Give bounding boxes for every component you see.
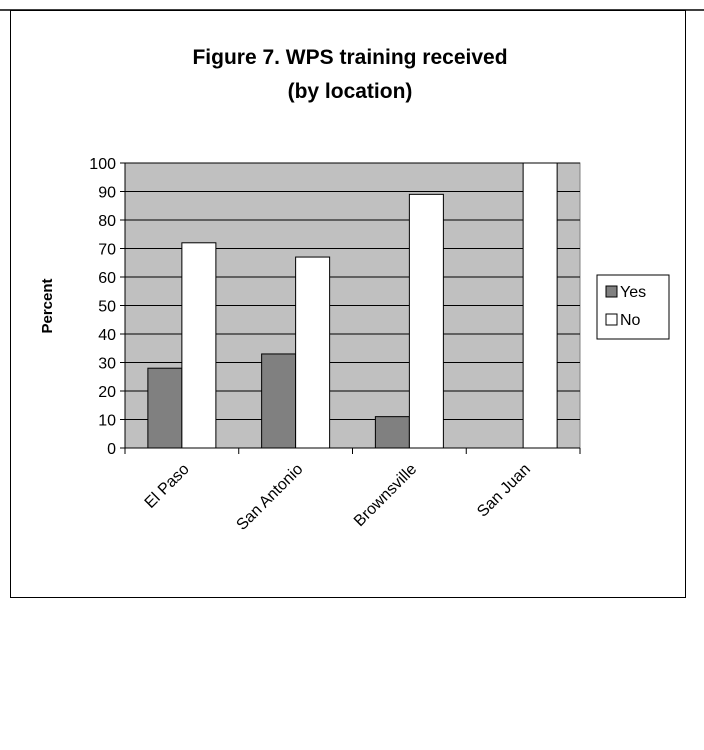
y-tick-label: 70 xyxy=(98,242,116,259)
legend-box xyxy=(596,274,670,340)
bar xyxy=(374,416,410,449)
y-tick-label: 10 xyxy=(98,413,116,430)
x-tick-label: San Juan xyxy=(474,461,534,521)
legend-swatch xyxy=(605,313,618,326)
bar xyxy=(522,162,558,449)
y-tick-label: 20 xyxy=(98,384,116,401)
bar xyxy=(261,353,297,449)
bar xyxy=(147,367,183,449)
y-axis-label: Percent xyxy=(39,278,56,333)
y-tick-label: 50 xyxy=(98,299,116,316)
chart-border xyxy=(10,10,686,598)
y-tick-label: 90 xyxy=(98,185,116,202)
legend-swatch xyxy=(605,285,618,298)
y-tick-label: 80 xyxy=(98,213,116,230)
chart-title: (by location) xyxy=(288,80,413,103)
bar xyxy=(181,242,217,449)
legend-label: Yes xyxy=(620,284,646,301)
y-tick-label: 0 xyxy=(107,441,116,458)
y-tick-label: 60 xyxy=(98,270,116,287)
chart-title: Figure 7. WPS training received xyxy=(192,46,507,69)
y-tick-label: 40 xyxy=(98,327,116,344)
y-tick-label: 30 xyxy=(98,356,116,373)
bar xyxy=(408,193,444,449)
x-tick-label: Brownsville xyxy=(351,461,420,530)
bar xyxy=(295,256,331,449)
legend-label: No xyxy=(620,312,641,329)
x-tick-label: El Paso xyxy=(142,461,193,512)
y-tick-label: 100 xyxy=(89,156,116,173)
x-tick-label: San Antonio xyxy=(233,461,306,534)
